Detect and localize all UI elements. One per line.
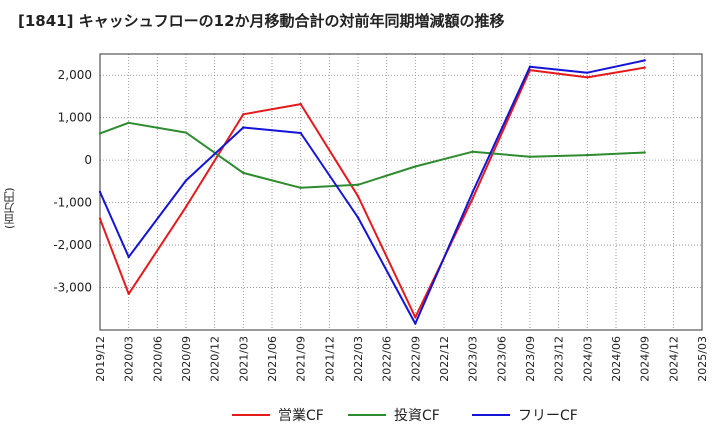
data-point-eigyo	[98, 217, 102, 220]
data-point-eigyo	[242, 113, 245, 116]
data-point-toushi	[528, 155, 532, 158]
legend: 営業CF 投資CF フリーCF	[0, 402, 720, 428]
data-point-free	[528, 65, 532, 68]
data-point-free	[127, 255, 130, 259]
data-point-eigyo	[299, 102, 302, 106]
x-tick-label: 2020/03	[123, 336, 136, 382]
x-tick-label: 2021/06	[266, 336, 279, 382]
legend-swatch-toushi	[348, 414, 386, 416]
x-tick-label: 2024/12	[667, 336, 680, 382]
x-tick-label: 2020/09	[180, 336, 193, 382]
x-tick-label: 2021/09	[295, 336, 308, 382]
data-point-free	[98, 190, 102, 194]
data-point-eigyo	[127, 292, 130, 296]
x-tick-label: 2024/06	[610, 336, 623, 382]
x-tick-label: 2023/06	[495, 336, 508, 382]
legend-swatch-free	[472, 414, 510, 416]
data-point-toushi	[299, 186, 302, 189]
series-line-eigyo	[99, 66, 645, 319]
data-point-free	[242, 126, 245, 129]
data-point-eigyo	[471, 197, 474, 200]
data-point-free	[586, 71, 589, 74]
x-tick-label: 2022/03	[352, 336, 365, 382]
x-tick-label: 2021/12	[323, 336, 336, 382]
x-axis: 2019/12 2020/03 2020/06 2020/09 2020/12 2021/…	[94, 336, 709, 382]
x-tick-label: 2024/09	[639, 336, 652, 382]
x-tick-label: 2024/03	[581, 336, 594, 382]
series-line-toushi	[99, 121, 645, 189]
y-tick-label: -2,000	[53, 238, 92, 252]
data-point-free	[299, 131, 302, 135]
data-point-free	[184, 179, 188, 182]
data-point-toushi	[242, 171, 245, 175]
legend-label-free: フリーCF	[518, 408, 578, 424]
x-tick-label: 2023/12	[553, 336, 566, 382]
data-point-toushi	[127, 121, 130, 124]
data-point-toushi	[356, 183, 360, 186]
data-point-eigyo	[414, 316, 417, 319]
y-tick-label: 2,000	[58, 68, 92, 82]
data-point-free	[356, 216, 360, 219]
x-tick-label: 2021/03	[237, 336, 250, 382]
data-point-toushi	[643, 151, 646, 154]
y-tick-label: -1,000	[53, 196, 92, 210]
y-tick-label: -3,000	[53, 281, 92, 295]
y-tick-label: 1,000	[58, 111, 92, 125]
x-tick-label: 2020/12	[209, 336, 222, 382]
series-line-free	[99, 59, 645, 325]
data-point-eigyo	[184, 205, 188, 209]
legend-item-eigyo: 営業CF	[232, 402, 324, 428]
x-tick-label: 2022/06	[381, 336, 394, 382]
y-tick-label: 0	[84, 153, 92, 167]
y-axis: 2,000 1,000 0 -1,000 -2,000 -3,000	[53, 68, 92, 294]
x-tick-label: 2019/12	[94, 336, 107, 382]
data-point-toushi	[586, 153, 589, 157]
chart-title: [1841] キャッシュフローの12か月移動合計の対前年同期増減額の推移	[18, 12, 505, 30]
legend-label-eigyo: 営業CF	[278, 408, 324, 424]
x-tick-label: 2022/12	[438, 336, 451, 382]
legend-item-toushi: 投資CF	[348, 402, 440, 428]
x-tick-label: 2023/09	[524, 336, 537, 382]
series-lines	[98, 59, 646, 325]
legend-item-free: フリーCF	[472, 402, 578, 428]
data-point-eigyo	[643, 66, 646, 69]
data-point-toushi	[98, 132, 102, 135]
data-point-eigyo	[356, 195, 360, 198]
data-point-free	[643, 59, 646, 62]
legend-label-toushi: 投資CF	[394, 408, 440, 424]
legend-swatch-eigyo	[232, 414, 270, 416]
data-point-toushi	[184, 131, 188, 134]
x-tick-label: 2025/03	[696, 336, 709, 382]
data-point-free	[471, 190, 474, 194]
line-chart: 2,000 1,000 0 -1,000 -2,000 -3,000 2019/12 202…	[53, 53, 709, 382]
data-point-free	[414, 322, 417, 325]
data-point-eigyo	[586, 76, 589, 79]
x-tick-label: 2020/06	[151, 336, 164, 382]
x-tick-label: 2022/09	[409, 336, 422, 382]
grid	[99, 54, 703, 330]
data-point-toushi	[414, 165, 417, 168]
x-tick-label: 2023/03	[467, 336, 480, 382]
data-point-toushi	[471, 150, 474, 153]
